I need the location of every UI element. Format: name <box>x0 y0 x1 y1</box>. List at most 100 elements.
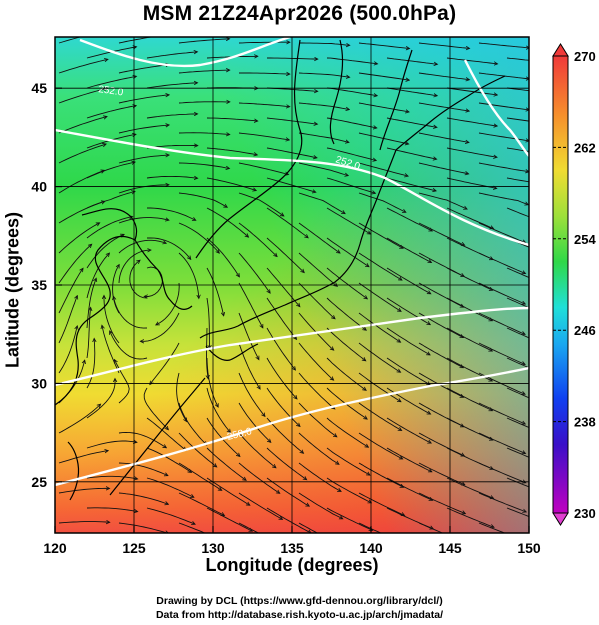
streamline <box>506 297 529 309</box>
streamline <box>206 507 252 531</box>
streamline <box>266 477 309 506</box>
streamline <box>506 417 529 429</box>
streamline <box>86 235 124 269</box>
streamline <box>178 522 206 533</box>
colorbar-tick-label: 230 <box>574 506 596 521</box>
streamline <box>298 432 339 464</box>
streamline <box>418 462 465 485</box>
streamline <box>386 177 436 191</box>
streamline <box>358 522 382 533</box>
colorbar-tick-label: 238 <box>574 415 596 430</box>
streamline <box>176 372 187 421</box>
streamline <box>178 162 229 168</box>
streamline <box>326 57 377 64</box>
streamline <box>58 245 91 284</box>
svg-text:252.0: 252.0 <box>98 84 125 98</box>
streamline <box>178 102 229 103</box>
streamline <box>386 417 431 443</box>
streamline <box>238 282 263 328</box>
streamline <box>266 327 295 370</box>
streamline <box>506 477 529 488</box>
streamline <box>238 312 259 359</box>
x-tick-label: 125 <box>122 540 146 556</box>
streamline <box>506 357 529 369</box>
streamline <box>418 372 463 397</box>
streamline <box>86 308 91 359</box>
streamline <box>86 441 137 449</box>
streamline <box>478 492 526 512</box>
streamline <box>58 88 107 104</box>
streamline <box>358 492 404 515</box>
streamline <box>266 357 297 399</box>
y-tick-label: 45 <box>31 80 47 96</box>
streamline <box>146 114 197 119</box>
streamline <box>115 360 130 404</box>
streamline <box>298 132 349 142</box>
streamline <box>418 192 467 209</box>
streamline <box>418 72 469 80</box>
streamline <box>118 37 155 44</box>
streamline <box>418 42 469 48</box>
colorbar-tick-label: 262 <box>574 140 596 155</box>
x-axis-ticks: 120 125 130 135 140 145 150 <box>43 526 541 556</box>
streamline <box>386 147 436 159</box>
streamline <box>478 192 528 205</box>
streamline <box>206 357 218 407</box>
streamline <box>58 117 107 134</box>
streamline <box>298 462 341 491</box>
streamline <box>238 462 279 493</box>
streamline <box>358 402 401 430</box>
streamline <box>118 65 169 74</box>
streamline <box>206 267 224 315</box>
streamline <box>146 237 191 259</box>
streamline <box>386 297 430 324</box>
x-tick-label: 135 <box>280 540 304 556</box>
streamline <box>143 387 168 429</box>
colorbar-tick-label: 270 <box>574 49 596 64</box>
coastlines <box>55 39 506 501</box>
streamline <box>478 462 525 483</box>
streamline <box>298 522 319 533</box>
streamline <box>178 462 221 490</box>
streamline <box>478 222 525 243</box>
streamline <box>298 372 335 409</box>
streamline <box>386 57 437 64</box>
streamline <box>478 432 525 453</box>
streamline <box>178 252 199 298</box>
streamline <box>238 372 265 416</box>
y-tick-label: 40 <box>31 179 47 195</box>
streamline <box>118 462 168 476</box>
streamline <box>178 192 227 207</box>
streamline <box>118 432 166 448</box>
streamline <box>238 492 282 519</box>
colorbar-tick-label: 254 <box>574 232 596 247</box>
streamline <box>58 269 83 314</box>
streamline <box>58 522 109 523</box>
streamline <box>266 297 296 339</box>
streamline <box>266 207 308 238</box>
streamline <box>58 171 104 194</box>
streamline <box>418 162 468 174</box>
streamline <box>238 342 260 389</box>
streamline <box>266 387 300 426</box>
streamline <box>326 327 365 361</box>
streamline <box>326 477 371 503</box>
streamline <box>146 176 197 178</box>
streamline <box>358 282 401 311</box>
streamline <box>58 326 77 374</box>
streamline <box>326 417 368 447</box>
streamline <box>358 432 402 459</box>
streamline <box>207 327 209 378</box>
streamline <box>118 155 169 164</box>
streamline <box>326 507 372 530</box>
x-tick-label: 130 <box>201 540 225 556</box>
streamline <box>358 312 400 342</box>
x-tick-label: 150 <box>517 540 541 556</box>
streamline <box>358 222 403 248</box>
colorbar-tick-label: 246 <box>574 323 596 338</box>
x-axis-label: Longitude (degrees) <box>205 555 379 575</box>
streamline <box>114 297 148 329</box>
y-axis-label: Latitude (degrees) <box>2 211 23 369</box>
streamline <box>104 296 120 344</box>
streamline <box>326 237 369 267</box>
